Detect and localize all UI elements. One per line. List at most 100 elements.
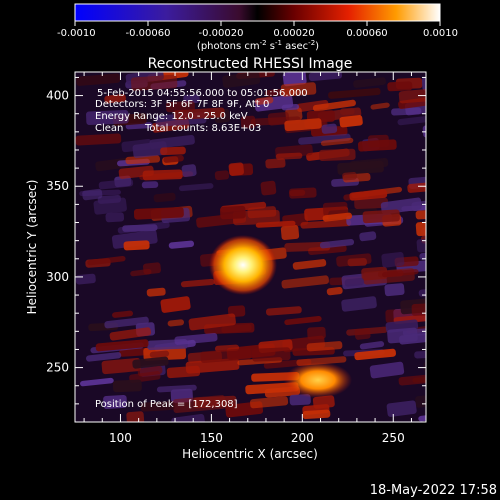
image-texture-patch: [280, 225, 300, 240]
total-counts-text: Total counts: 8.63E+03: [144, 123, 261, 134]
image-texture-patch: [397, 115, 426, 126]
image-texture-patch: [149, 350, 170, 358]
x-tick-labels: 100 150 200 250: [109, 431, 405, 445]
plot-title: Reconstructed RHESSI Image: [148, 56, 353, 72]
image-texture-patch: [359, 231, 377, 242]
image-texture-patch: [93, 197, 127, 215]
image-texture-patch: [281, 103, 300, 111]
colorbar-tick-label: -0.0010: [57, 28, 96, 39]
image-texture-patch: [418, 287, 426, 297]
axis-ticks: [75, 72, 426, 422]
image-texture-patch: [109, 327, 152, 341]
image-texture-patch: [133, 206, 184, 220]
x-tick-label: 150: [200, 431, 223, 445]
image-texture-patch: [339, 115, 363, 128]
image-texture-patch: [398, 95, 426, 110]
image-texture-patch: [386, 400, 417, 417]
image-texture-patch: [75, 133, 122, 146]
image-texture-patch: [156, 384, 197, 393]
image-texture-patch: [420, 231, 426, 244]
image-texture-patch: [146, 287, 166, 297]
image-texture-patch: [341, 296, 377, 312]
image-texture-patch: [387, 81, 413, 92]
image-texture-patch: [282, 72, 307, 87]
time-range-text: 5-Feb-2015 04:55:56.000 to 05:01:56.000: [97, 88, 308, 99]
y-tick-label: 300: [46, 270, 69, 284]
image-texture-patch: [101, 357, 141, 375]
image-texture-patch: [284, 118, 322, 132]
image-texture-patch: [98, 178, 134, 190]
image-texture-patch: [337, 160, 384, 175]
colorbar-tick-labels: -0.0010 -0.00060 -0.00020 0.00020 0.00060 0.0…: [57, 28, 458, 39]
peak-position-text: Position of Peak = [172,308]: [95, 399, 238, 410]
image-texture-patch: [339, 108, 355, 115]
image-texture-patch: [137, 365, 163, 377]
image-texture-patch: [76, 73, 121, 86]
image-texture-patch: [221, 324, 252, 334]
image-texture-patch: [132, 356, 169, 369]
image-texture-patch: [421, 297, 426, 312]
x-tick-label: 200: [291, 431, 314, 445]
image-texture-patch: [149, 134, 195, 150]
image-texture-patch: [240, 115, 256, 129]
image-texture-patch: [130, 74, 178, 91]
image-texture-patch: [112, 310, 134, 318]
image-texture-patch: [228, 162, 244, 176]
image-texture-patch: [265, 158, 286, 169]
image-texture-patch: [125, 155, 160, 165]
image-texture-patch: [200, 348, 252, 363]
image-texture-patch: [369, 361, 405, 379]
image-texture-patch: [104, 316, 149, 329]
image-texture-patch: [160, 146, 186, 156]
image-texture-patch: [275, 152, 303, 160]
clean-text: Clean: [95, 123, 123, 134]
x-tick-label: 250: [382, 431, 405, 445]
colorbar-tick-label: 0.0010: [423, 28, 458, 39]
image-texture-patch: [220, 205, 246, 220]
image-texture-patch: [160, 296, 191, 313]
image-texture-patch: [183, 94, 200, 104]
image-texture-patch: [267, 111, 290, 126]
image-texture-patch: [319, 148, 356, 162]
image-texture-patch: [387, 327, 418, 344]
image-texture-patch: [180, 278, 215, 288]
image-texture-patch: [168, 240, 195, 249]
y-axis-label: Heliocentric Y (arcsec): [25, 180, 39, 315]
image-texture-patch: [298, 133, 351, 145]
image-texture-patch: [82, 188, 103, 201]
image-texture-patch: [300, 219, 352, 229]
detectors-text: Detectors: 3F 5F 6F 7F 8F 9F, Att 0: [95, 99, 269, 110]
image-texture-patch: [344, 277, 365, 287]
energy-range-text: Energy Range: 12.0 - 25.0 keV: [95, 111, 248, 122]
image-texture-patch: [95, 339, 149, 352]
image-texture-patch: [265, 306, 302, 316]
image-texture-patch: [140, 400, 175, 412]
image-texture-patch: [308, 72, 343, 82]
colorbar-ticks: [74, 21, 441, 26]
image-texture-patch: [289, 394, 311, 406]
image-texture-patch: [126, 411, 145, 422]
image-texture-patch: [250, 396, 289, 409]
image-texture-patch: [354, 197, 389, 210]
image-texture-patch: [398, 88, 426, 104]
image-texture-patch: [354, 348, 396, 361]
image-texture-patch: [326, 286, 343, 296]
image-texture-patch: [142, 262, 161, 275]
image-texture-patch: [384, 283, 405, 297]
image-texture-patch: [178, 183, 214, 192]
image-texture-patch: [312, 99, 356, 112]
image-texture-patch: [349, 189, 388, 201]
rhessi-image: [75, 72, 426, 422]
image-texture-patch: [112, 379, 142, 393]
image-texture-patch: [306, 341, 343, 352]
image-texture-patch: [188, 313, 236, 331]
image-texture-patch: [382, 269, 419, 278]
image-texture-patch: [252, 347, 291, 362]
colorbar-tick-label: -0.00060: [126, 28, 171, 39]
image-texture-patch: [153, 192, 176, 203]
image-texture-patch: [322, 212, 353, 222]
image-texture-patch: [163, 155, 184, 163]
image-texture-patch: [347, 258, 367, 267]
image-texture-patch: [415, 209, 426, 220]
image-texture-patch: [167, 319, 185, 327]
